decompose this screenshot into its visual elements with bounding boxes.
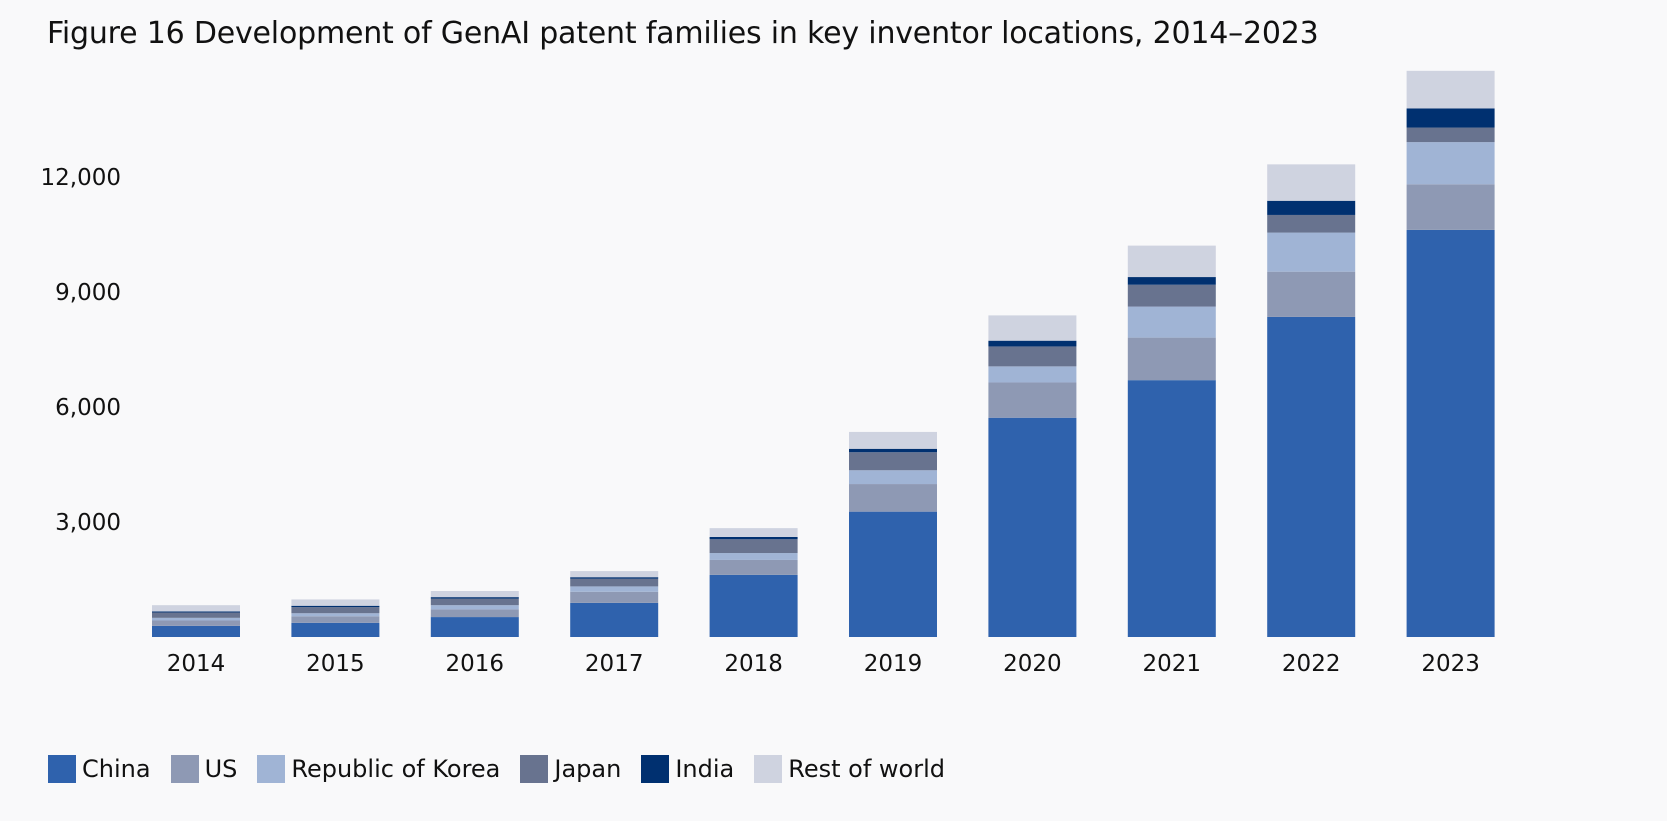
- bar-segment-us-2015: [291, 616, 380, 623]
- bar-segment-japan-2016: [430, 598, 519, 606]
- legend-swatch-india: [641, 755, 670, 783]
- bar-segment-china-2019: [849, 511, 937, 637]
- legend-swatch-us: [170, 755, 199, 783]
- bar-segment-japan-2020: [988, 346, 1077, 367]
- bar-segment-india-2019: [849, 448, 937, 453]
- y-tick-label: 6,000: [55, 395, 121, 421]
- x-tick-label: 2020: [1003, 651, 1062, 677]
- bar-segment-japan-2017: [570, 578, 659, 587]
- bar-segment-republic-of-korea-2022: [1267, 232, 1356, 272]
- legend-swatch-china: [48, 755, 76, 783]
- legend-label-republic-of-korea: Republic of Korea: [291, 755, 501, 783]
- legend-swatch-republic-of-korea: [257, 755, 286, 783]
- bar-segment-republic-of-korea-2015: [291, 613, 380, 617]
- bar-segment-us-2018: [709, 559, 798, 575]
- bar-segment-china-2023: [1406, 229, 1495, 637]
- bar-segment-rest-of-world-2021: [1127, 245, 1216, 278]
- x-tick-label: 2014: [167, 651, 226, 677]
- x-tick-label: 2022: [1282, 651, 1341, 677]
- legend-swatch-rest-of-world: [754, 755, 783, 783]
- bar-segment-us-2022: [1267, 271, 1356, 317]
- bar-segment-republic-of-korea-2023: [1406, 142, 1495, 185]
- legend-label-china: China: [82, 755, 151, 783]
- x-tick-label: 2016: [446, 651, 505, 677]
- bar-segment-japan-2019: [849, 452, 937, 471]
- chart-legend: China US Republic of Korea Japan India R…: [48, 755, 965, 783]
- bar-segment-rest-of-world-2014: [152, 605, 240, 612]
- bar-segment-republic-of-korea-2014: [152, 617, 240, 621]
- bar-segment-india-2021: [1127, 277, 1216, 285]
- bar-segment-republic-of-korea-2016: [430, 605, 519, 610]
- stacked-bar-chart: 3,000 6,000 9,000 12,000 2014 2015 2016 2017 201…: [41, 70, 1495, 677]
- bar-segment-india-2017: [570, 577, 659, 579]
- bar-segment-india-2018: [709, 536, 798, 540]
- bar-segment-rest-of-world-2023: [1406, 70, 1495, 109]
- legend-item-japan: Japan: [520, 755, 621, 783]
- bar-segment-rest-of-world-2018: [709, 528, 798, 537]
- y-tick-label: 12,000: [41, 165, 121, 191]
- x-tick-label: 2018: [724, 651, 783, 677]
- legend-label-rest-of-world: Rest of world: [788, 755, 945, 783]
- bar-segment-republic-of-korea-2019: [849, 470, 937, 485]
- bar-segment-republic-of-korea-2018: [709, 553, 798, 560]
- legend-item-india: India: [641, 755, 734, 783]
- bar-segment-china-2017: [570, 602, 659, 637]
- bar-segment-china-2014: [152, 625, 240, 637]
- bar-segment-china-2021: [1127, 380, 1216, 637]
- bar-segment-republic-of-korea-2017: [570, 586, 659, 592]
- legend-label-us: US: [204, 755, 238, 783]
- bar-segment-us-2019: [849, 484, 937, 512]
- bar-segment-china-2020: [988, 417, 1077, 637]
- bar-segment-india-2020: [988, 340, 1077, 347]
- x-tick-label: 2021: [1143, 651, 1202, 677]
- bar-segment-us-2023: [1406, 184, 1495, 230]
- chart-title: Figure 16 Development of GenAI patent fa…: [47, 16, 1319, 51]
- bar-segment-india-2015: [291, 605, 380, 608]
- bar-segment-us-2021: [1127, 337, 1216, 381]
- bar-segment-india-2023: [1406, 108, 1495, 128]
- bar-segment-rest-of-world-2015: [291, 599, 380, 606]
- bar-segment-republic-of-korea-2020: [988, 366, 1077, 383]
- y-tick-label: 9,000: [55, 280, 121, 306]
- legend-label-india: India: [675, 755, 735, 783]
- legend-label-japan: Japan: [554, 755, 622, 783]
- bar-segment-us-2017: [570, 591, 659, 603]
- bar-segment-japan-2023: [1406, 127, 1495, 143]
- bar-segment-rest-of-world-2020: [988, 315, 1077, 341]
- bar-segment-india-2016: [430, 597, 519, 599]
- legend-item-us: US: [170, 755, 238, 783]
- y-tick-label: 3,000: [55, 510, 121, 536]
- bar-segment-china-2018: [709, 574, 798, 637]
- bar-segment-us-2016: [430, 609, 519, 618]
- bar-segment-japan-2018: [709, 539, 798, 554]
- legend-item-rest-of-world: Rest of world: [754, 755, 945, 783]
- legend-swatch-japan: [520, 755, 549, 783]
- x-tick-label: 2017: [585, 651, 644, 677]
- bar-segment-japan-2015: [291, 607, 380, 614]
- bar-segment-us-2014: [152, 620, 240, 626]
- x-tick-label: 2015: [306, 651, 365, 677]
- bar-segment-india-2022: [1267, 200, 1356, 215]
- x-tick-label: 2023: [1421, 651, 1480, 677]
- bar-segment-china-2016: [430, 617, 519, 637]
- bar-segment-rest-of-world-2022: [1267, 164, 1356, 201]
- bar-segment-japan-2021: [1127, 284, 1216, 307]
- x-tick-label: 2019: [864, 651, 923, 677]
- legend-item-republic-of-korea: Republic of Korea: [257, 755, 500, 783]
- bar-segment-india-2014: [152, 611, 240, 613]
- bar-segment-japan-2022: [1267, 214, 1356, 233]
- bar-segment-republic-of-korea-2021: [1127, 306, 1216, 338]
- bar-segment-china-2015: [291, 622, 380, 637]
- bar-segment-rest-of-world-2019: [849, 431, 937, 449]
- legend-item-china: China: [48, 755, 151, 783]
- bar-segment-rest-of-world-2017: [570, 571, 659, 578]
- bar-segment-china-2022: [1267, 316, 1356, 637]
- bar-segment-us-2020: [988, 382, 1077, 418]
- bar-segment-japan-2014: [152, 612, 240, 618]
- bar-segment-rest-of-world-2016: [430, 591, 519, 598]
